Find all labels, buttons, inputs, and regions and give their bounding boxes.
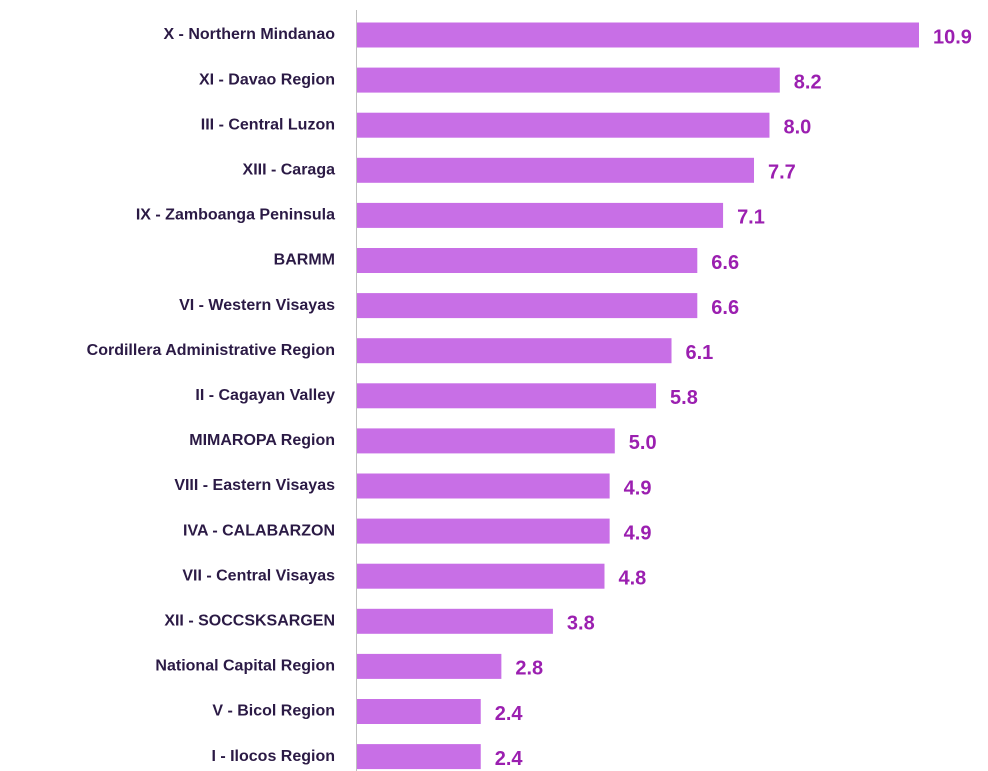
value-label: 6.6 <box>711 252 739 274</box>
value-label: 4.9 <box>624 522 652 544</box>
category-label: I - Ilocos Region <box>211 748 335 765</box>
value-label: 8.0 <box>783 116 811 138</box>
category-label: IVA - CALABARZON <box>183 522 335 539</box>
bar <box>357 248 698 273</box>
category-label: XII - SOCCSKSARGEN <box>164 613 335 630</box>
category-label: IX - Zamboanga Peninsula <box>136 207 335 224</box>
category-label: VII - Central Visayas <box>182 567 335 584</box>
category-label: V - Bicol Region <box>212 703 335 720</box>
category-label: National Capital Region <box>155 658 335 675</box>
category-label: II - Cagayan Valley <box>195 387 335 404</box>
category-label: MIMAROPA Region <box>189 432 335 449</box>
category-label: BARMM <box>274 252 335 269</box>
value-label: 7.1 <box>737 207 765 229</box>
value-label: 3.8 <box>567 613 595 635</box>
value-label: 6.1 <box>686 342 714 364</box>
value-label: 2.4 <box>495 748 524 770</box>
value-label: 2.4 <box>495 703 524 725</box>
value-label: 4.8 <box>618 567 646 589</box>
category-label: VI - Western Visayas <box>179 297 335 314</box>
bar <box>357 157 755 183</box>
category-label: VIII - Eastern Visayas <box>174 477 335 494</box>
bar <box>357 202 724 228</box>
bar <box>357 563 605 589</box>
bar <box>357 653 502 679</box>
bar <box>357 518 610 544</box>
category-label: X - Northern Mindanao <box>163 26 335 43</box>
value-label: 8.2 <box>794 71 822 93</box>
category-label: Cordillera Administrative Region <box>87 342 335 359</box>
bar <box>357 112 770 138</box>
category-label: III - Central Luzon <box>201 116 335 133</box>
value-label: 2.8 <box>515 658 543 680</box>
value-label: 5.8 <box>670 387 698 409</box>
value-label: 6.6 <box>711 297 739 319</box>
bar <box>357 383 657 409</box>
value-label: 4.9 <box>624 477 652 499</box>
value-label: 7.7 <box>768 162 796 184</box>
bar <box>357 608 553 634</box>
bar <box>357 338 672 364</box>
value-label: 10.9 <box>933 26 972 48</box>
bar <box>357 428 615 454</box>
bar <box>357 67 780 93</box>
value-label: 5.0 <box>629 432 657 454</box>
bar <box>357 22 919 48</box>
bar <box>357 744 481 770</box>
bar <box>357 473 610 499</box>
bar <box>357 293 698 319</box>
bar <box>357 699 481 724</box>
category-label: XI - Davao Region <box>199 71 335 88</box>
category-label: XIII - Caraga <box>243 162 336 179</box>
